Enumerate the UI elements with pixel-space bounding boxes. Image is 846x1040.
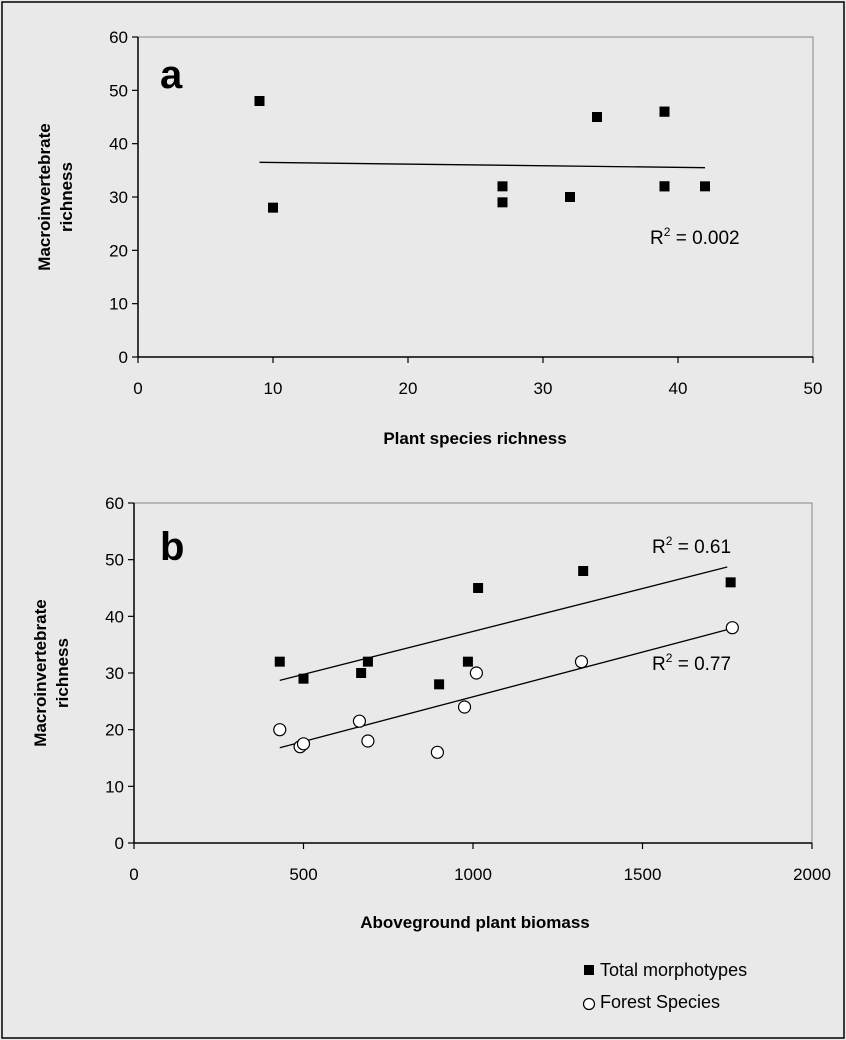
data-point-square — [434, 679, 445, 690]
x-tick-label: 30 — [534, 379, 553, 398]
y-tick-label: 10 — [109, 295, 128, 314]
x-tick-label: 20 — [399, 379, 418, 398]
data-point-square — [659, 106, 670, 117]
data-point-circle — [352, 714, 367, 728]
x-tick-label: 40 — [669, 379, 688, 398]
y-axis-label-b-line2: richness — [53, 638, 72, 708]
data-point-square — [497, 197, 508, 208]
r2-label-b-1: R2 = 0.61 — [652, 534, 731, 558]
x-ticks-a: 0 10 20 30 40 50 — [133, 357, 822, 398]
trendline — [279, 628, 731, 749]
y-tick-label: 40 — [109, 135, 128, 154]
data-point-square — [578, 566, 589, 576]
x-tick-label: 10 — [264, 379, 283, 398]
data-point-circle — [469, 666, 483, 680]
r2-label-a-1: R2 = 0.002 — [650, 225, 740, 249]
x-tick-label: 50 — [804, 379, 823, 398]
x-ticks-b: 0 500 1000 1500 2000 — [129, 843, 831, 884]
data-point-square — [565, 192, 575, 202]
legend: Total morphotypes Forest Species — [582, 960, 747, 1012]
legend-marker-forest-species — [582, 997, 596, 1011]
y-tick-label: 30 — [105, 664, 124, 683]
y-tick-label: 40 — [105, 607, 124, 626]
y-ticks-a: 0 10 20 30 40 50 60 — [109, 28, 138, 367]
data-point-circle — [361, 734, 375, 748]
r2-label-b-2: R2 = 0.77 — [652, 651, 731, 675]
x-tick-label: 0 — [133, 379, 142, 398]
trendlines-a — [259, 161, 706, 169]
y-axis-label-a-line2: richness — [57, 162, 76, 232]
x-tick-label: 2000 — [793, 865, 831, 884]
data-point-square — [473, 583, 484, 593]
data-point-square — [497, 181, 508, 192]
y-axis-label-b-line1: Macroinvertebrate — [31, 599, 50, 746]
y-tick-label: 60 — [109, 28, 128, 47]
x-axis-label-b: Aboveground plant biomass — [360, 913, 590, 932]
x-tick-label: 1500 — [624, 865, 662, 884]
panel-b: 0 10 20 30 40 50 60 0 500 1000 1500 2000 b R2 = 0.… — [31, 494, 831, 932]
data-point-square — [462, 656, 473, 667]
data-point-square — [362, 656, 373, 667]
y-tick-label: 50 — [105, 551, 124, 570]
data-point-circle — [574, 655, 589, 669]
data-point-circle — [430, 745, 445, 759]
data-point-square — [725, 577, 736, 588]
x-tick-label: 0 — [129, 865, 138, 884]
y-ticks-b: 0 10 20 30 40 50 60 — [105, 494, 134, 853]
points-b — [273, 566, 739, 759]
panel-label-a: a — [160, 53, 183, 97]
legend-label-forest-species: Forest Species — [600, 992, 720, 1012]
y-tick-label: 0 — [115, 834, 124, 853]
y-tick-label: 60 — [105, 494, 124, 513]
trendline — [259, 161, 706, 169]
y-tick-label: 20 — [105, 721, 124, 740]
data-point-circle — [296, 737, 311, 751]
panel-label-b: b — [160, 525, 184, 569]
y-tick-label: 0 — [119, 348, 128, 367]
data-point-square — [268, 202, 278, 213]
data-point-circle — [273, 723, 287, 737]
legend-marker-total-morphotypes — [584, 965, 594, 975]
y-tick-label: 20 — [109, 241, 128, 260]
x-axis-label-a: Plant species richness — [383, 429, 566, 448]
data-point-square — [700, 181, 710, 192]
x-tick-label: 500 — [289, 865, 317, 884]
legend-label-total-morphotypes: Total morphotypes — [600, 960, 747, 980]
data-point-square — [254, 96, 265, 106]
y-axis-label-a-line1: Macroinvertebrate — [35, 123, 54, 270]
y-tick-label: 10 — [105, 777, 124, 796]
x-tick-label: 1000 — [454, 865, 492, 884]
data-point-square — [274, 656, 285, 667]
trendlines-b — [279, 566, 731, 749]
data-point-square — [592, 112, 602, 122]
data-point-square — [356, 668, 367, 678]
trendline — [279, 566, 728, 681]
data-point-square — [659, 181, 670, 192]
data-point-square — [298, 673, 309, 684]
panel-a: 0 10 20 30 40 50 60 0 10 20 30 40 50 a R2 = 0.002 P… — [35, 28, 822, 448]
points-a — [254, 96, 710, 213]
data-point-circle — [457, 700, 472, 714]
y-tick-label: 50 — [109, 81, 128, 100]
data-point-circle — [725, 621, 739, 635]
y-tick-label: 30 — [109, 188, 128, 207]
